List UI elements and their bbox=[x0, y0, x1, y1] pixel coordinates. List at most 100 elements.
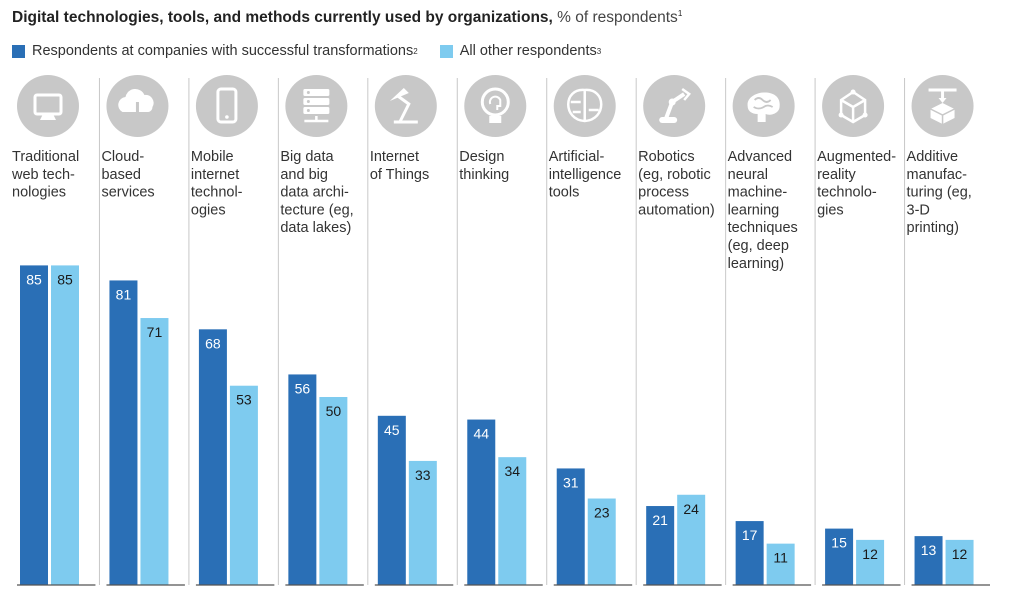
category-label: Design bbox=[459, 149, 504, 165]
cube-icon bbox=[822, 75, 885, 137]
category-label: Traditional bbox=[12, 149, 79, 165]
brain-icon bbox=[732, 75, 795, 137]
legend-item-other: All other respondents 3 bbox=[439, 43, 602, 59]
legend: Respondents at companies with successful… bbox=[12, 43, 619, 62]
value-label-other: 33 bbox=[415, 467, 431, 483]
value-label-other: 23 bbox=[594, 505, 610, 521]
bar-other bbox=[498, 457, 527, 585]
category-label: gies bbox=[817, 202, 844, 218]
category-label: Advanced bbox=[728, 149, 793, 165]
category-group: Mobile internet technol-ogies 68 53 bbox=[191, 75, 275, 586]
bar-other bbox=[408, 460, 437, 585]
bar-other bbox=[766, 543, 795, 585]
category-label: manufac- bbox=[907, 167, 968, 183]
value-label-successful: 85 bbox=[26, 271, 42, 287]
value-label-other: 85 bbox=[57, 271, 73, 287]
value-label-successful: 68 bbox=[205, 335, 221, 351]
category-label: intelligence bbox=[549, 167, 622, 183]
brain-circuit-icon bbox=[553, 75, 616, 137]
category-label: (eg, robotic bbox=[638, 167, 711, 183]
legend-label-other: All other respondents bbox=[459, 43, 597, 59]
bar-successful bbox=[288, 374, 317, 585]
value-label-successful: 45 bbox=[384, 422, 400, 438]
value-label-successful: 56 bbox=[295, 380, 311, 396]
category-label: technol- bbox=[191, 185, 243, 201]
robot-arm-icon bbox=[643, 75, 706, 137]
lamp-icon bbox=[374, 75, 437, 137]
category-label: automation) bbox=[638, 202, 715, 218]
monitor-icon bbox=[17, 75, 79, 137]
bar-other bbox=[140, 318, 169, 585]
category-label: Artificial- bbox=[549, 149, 605, 165]
category-group: Cloud-based services 81 71 bbox=[101, 75, 185, 586]
category-group: Traditional web tech-nologies 85 85 bbox=[11, 75, 96, 586]
category-label: reality bbox=[817, 167, 856, 183]
category-label: of Things bbox=[370, 167, 429, 183]
category-label: internet bbox=[191, 167, 239, 183]
value-label-successful: 13 bbox=[921, 542, 937, 558]
category-label: 3-D bbox=[907, 202, 930, 218]
bar-successful bbox=[735, 521, 764, 585]
category-label: nologies bbox=[12, 185, 66, 201]
lightbulb-head-icon bbox=[464, 75, 527, 137]
category-group: Internet of Things 45 33 bbox=[370, 75, 454, 586]
category-label: printing) bbox=[907, 220, 959, 236]
category-label: services bbox=[101, 185, 154, 201]
value-label-successful: 31 bbox=[563, 474, 579, 490]
category-label: Cloud- bbox=[101, 149, 144, 165]
category-label: web tech- bbox=[11, 167, 75, 183]
category-label: tecture (eg, bbox=[280, 202, 353, 218]
category-label: turing (eg, bbox=[907, 185, 972, 201]
title-unit: % of respondents bbox=[557, 9, 678, 26]
category-label: technolo- bbox=[817, 185, 877, 201]
legend-label-successful: Respondents at companies with successful… bbox=[32, 43, 414, 59]
category-label: techniques bbox=[728, 220, 798, 236]
legend-footnote-other: 3 bbox=[596, 46, 602, 56]
legend-footnote-successful: 2 bbox=[413, 46, 418, 56]
bar-other bbox=[51, 265, 79, 585]
value-label-successful: 15 bbox=[831, 535, 847, 551]
category-label: thinking bbox=[459, 167, 509, 183]
value-label-other: 50 bbox=[326, 403, 342, 419]
category-group: Big data and big data archi-tecture (eg, da… bbox=[280, 75, 364, 586]
category-label: neural bbox=[728, 167, 768, 183]
value-label-other: 71 bbox=[147, 324, 163, 340]
category-label: Additive bbox=[907, 149, 959, 165]
value-label-other: 11 bbox=[773, 550, 788, 566]
category-label: Big data bbox=[280, 149, 334, 165]
bar-other bbox=[945, 539, 974, 585]
value-label-successful: 21 bbox=[652, 512, 668, 528]
category-label: learning) bbox=[728, 256, 784, 272]
legend-swatch-other bbox=[439, 44, 453, 58]
legend-swatch-successful bbox=[12, 44, 25, 58]
bar-other bbox=[319, 397, 348, 585]
bar-successful bbox=[646, 506, 675, 585]
bar-other bbox=[856, 539, 885, 585]
category-label: Augmented- bbox=[817, 149, 896, 165]
category-group: Artificial-intelligence tools 31 23 bbox=[549, 75, 633, 586]
category-label: process bbox=[638, 185, 689, 201]
category-label: learning bbox=[728, 202, 780, 218]
smartphone-icon bbox=[195, 75, 258, 137]
value-label-successful: 44 bbox=[473, 426, 489, 442]
category-group: Additive manufac-turing (eg,3-D printing) 1… bbox=[907, 75, 990, 586]
value-label-successful: 17 bbox=[742, 527, 758, 543]
category-label: Internet bbox=[370, 149, 419, 165]
bar-other bbox=[677, 494, 706, 585]
category-label: Robotics bbox=[638, 149, 694, 165]
legend-item-successful: Respondents at companies with successful… bbox=[12, 43, 418, 59]
bar-successful bbox=[556, 468, 585, 585]
category-label: (eg, deep bbox=[728, 238, 789, 254]
bar-other bbox=[229, 385, 258, 585]
category-label: data lakes) bbox=[280, 220, 351, 236]
value-label-other: 34 bbox=[504, 463, 520, 479]
bar-successful bbox=[20, 265, 48, 585]
value-label-successful: 81 bbox=[116, 286, 132, 302]
category-label: ogies bbox=[191, 202, 226, 218]
category-group: Design thinking 44 34 bbox=[459, 75, 543, 586]
3d-printer-icon bbox=[911, 75, 974, 137]
title-text: Digital technologies, tools, and methods… bbox=[12, 9, 553, 26]
value-label-other: 53 bbox=[236, 392, 252, 408]
